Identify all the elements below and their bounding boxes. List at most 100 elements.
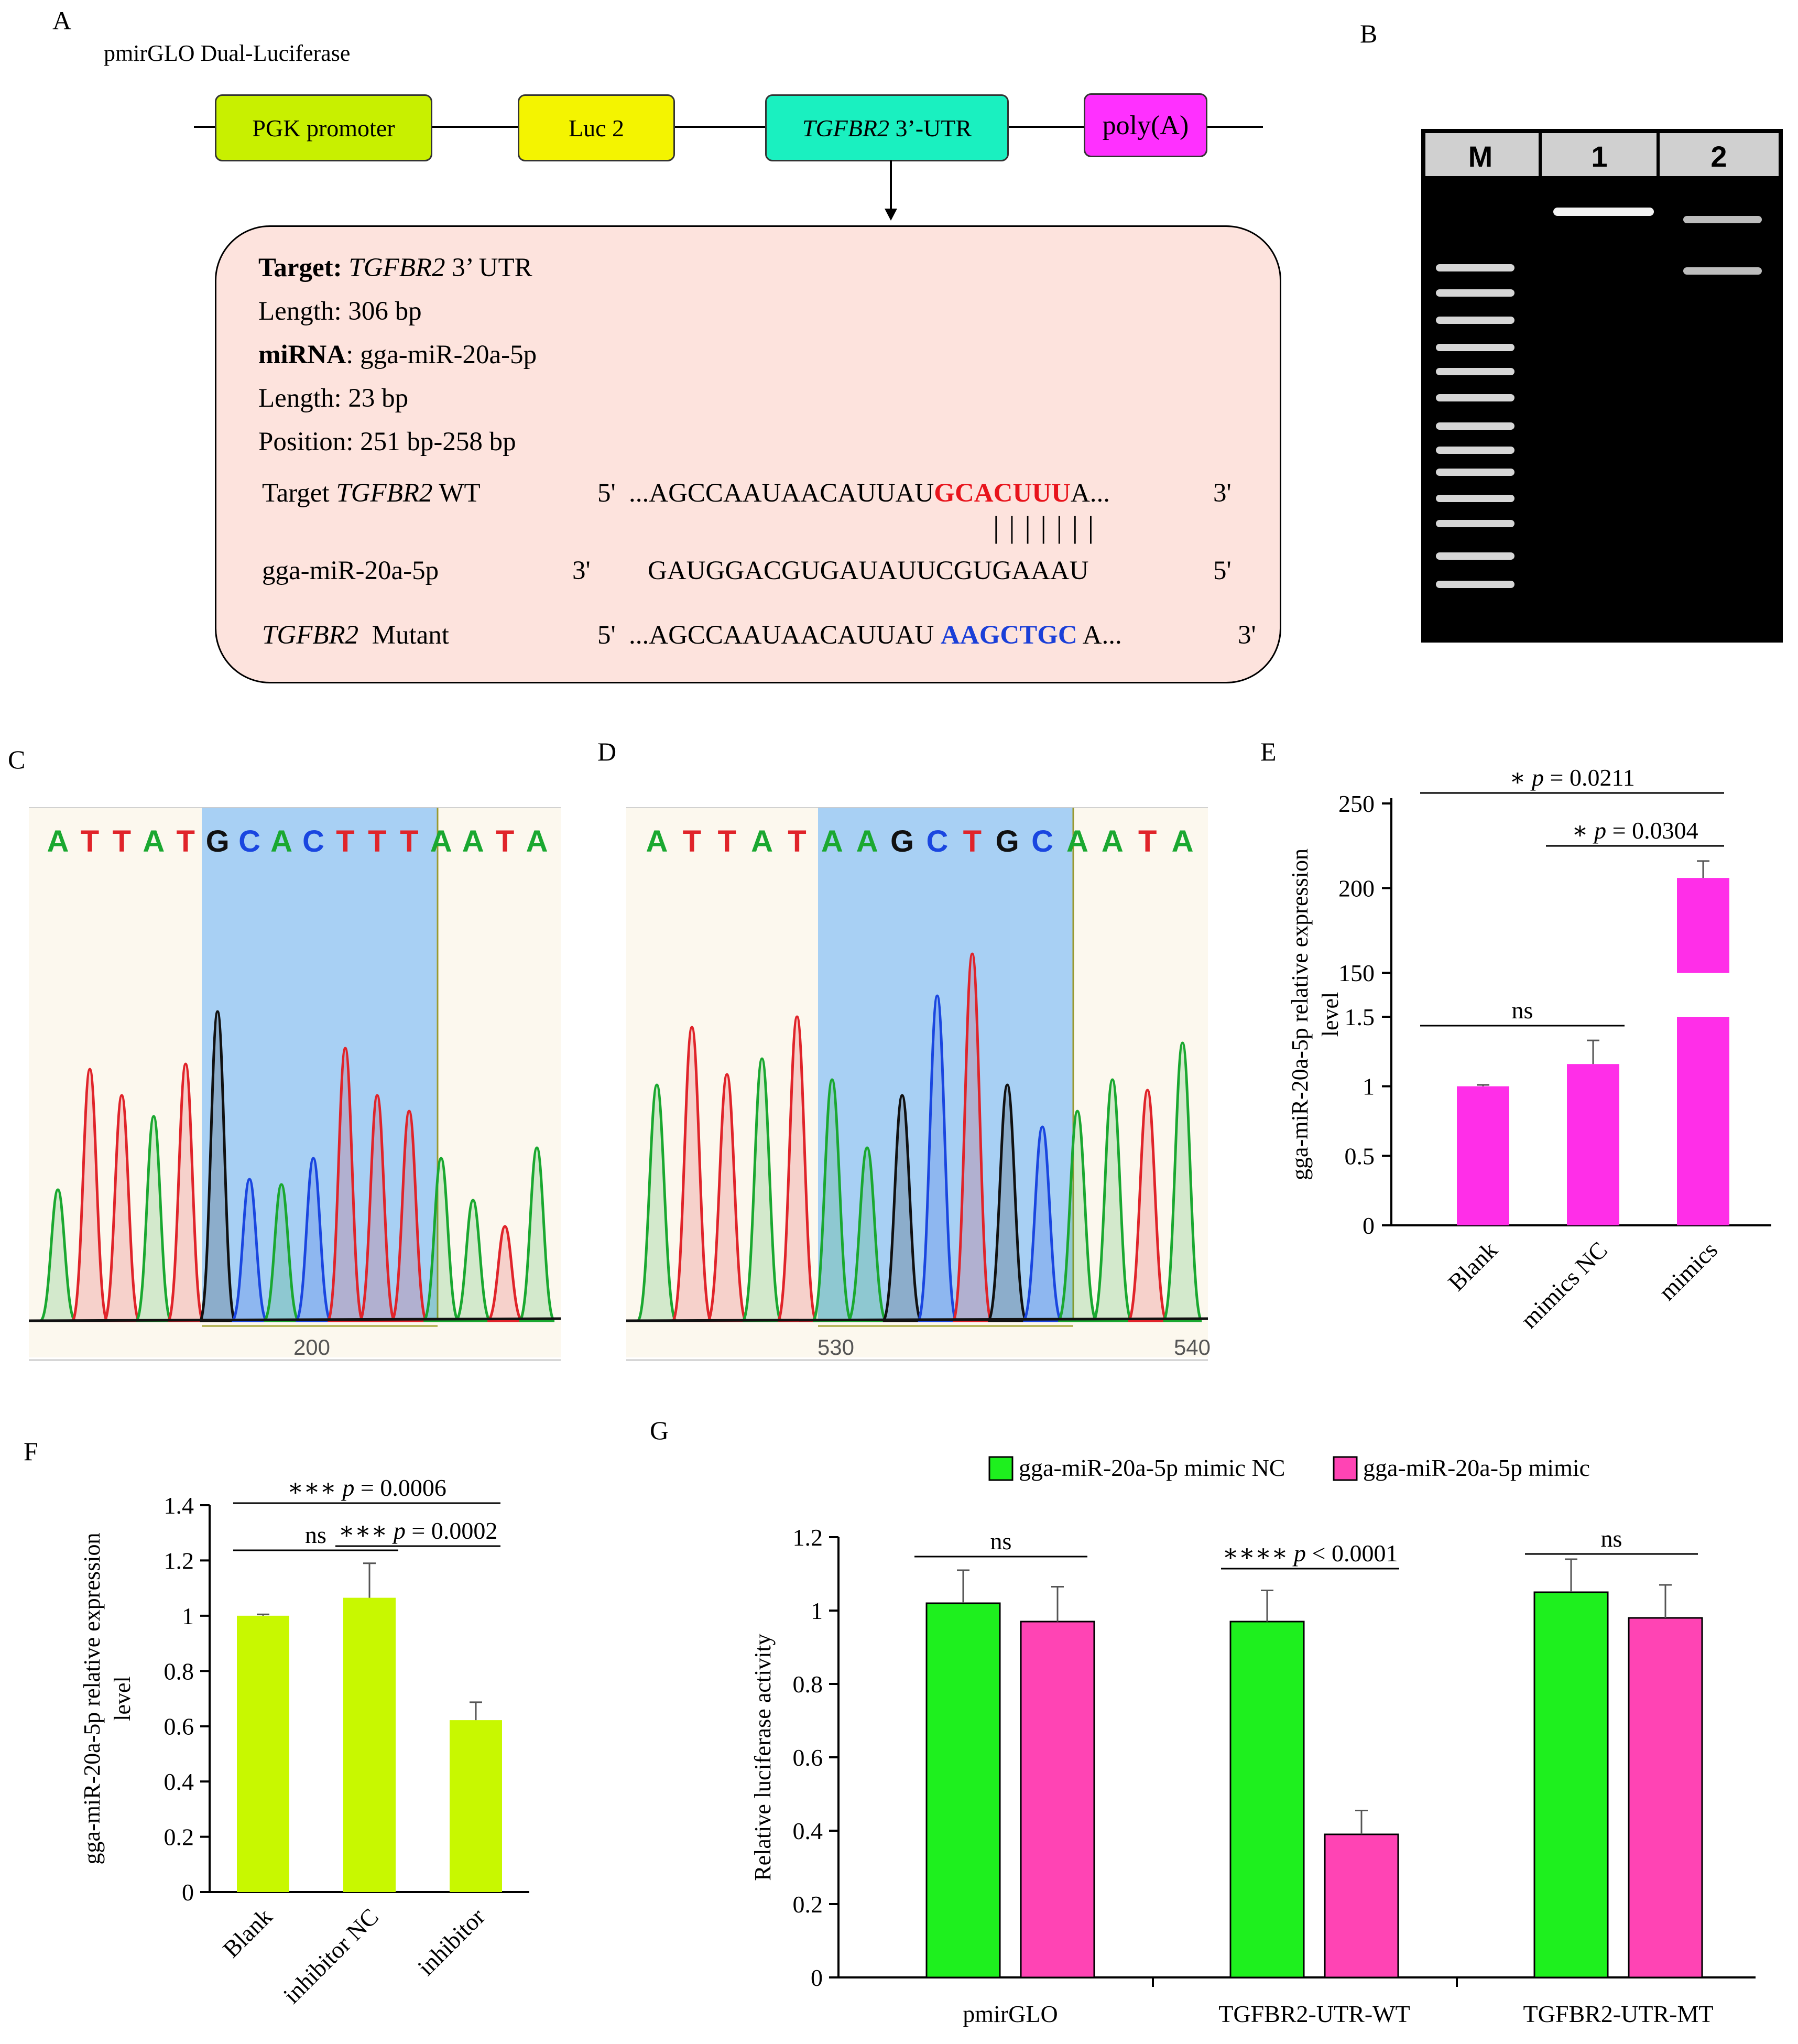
y-axis-label: gga-miR-20a-5p relative expression level — [1287, 849, 1343, 1180]
y-tick-label: 0.6 — [793, 1744, 823, 1771]
utr-label: 3’-UTR — [889, 114, 972, 142]
base-call: G — [206, 824, 230, 858]
base-call: T — [113, 824, 131, 858]
x-category-label: TGFBR2-UTR-MT — [1523, 2000, 1714, 2027]
vector-backbone — [194, 126, 1263, 128]
trace-peak — [636, 1083, 678, 1322]
position-tick: 540 — [1174, 1335, 1211, 1360]
gel-lane-1: 1 — [1591, 140, 1607, 173]
x-category-label: mimics — [1653, 1236, 1723, 1306]
base-call: A — [646, 824, 668, 858]
wt-three-prime: 3' — [1213, 479, 1232, 508]
trace-peak — [671, 1026, 713, 1322]
wt-sequence: ...AGCCAAUAACAUUAUGCACUUUA... — [629, 479, 1110, 508]
wt-five-prime: 5' — [597, 479, 616, 508]
base-pairing-lines: | | | | | | | — [993, 510, 1095, 544]
significance-label: ∗ p = 0.0304 — [1572, 817, 1698, 844]
y-tick-label: 0 — [1363, 1212, 1375, 1239]
base-call: A — [856, 824, 878, 858]
ladder-band — [1436, 495, 1514, 502]
base-call: G — [996, 824, 1019, 858]
base-call: A — [462, 824, 484, 858]
base-call: T — [963, 824, 982, 858]
trace-peak — [167, 1062, 205, 1322]
length-line-2: Length: 23 bp — [258, 384, 409, 413]
y-tick-label: 0.6 — [164, 1713, 194, 1740]
base-call: A — [526, 824, 548, 858]
lane1-band — [1553, 208, 1654, 216]
trace-peak — [1056, 1110, 1098, 1322]
ladder-band — [1436, 447, 1514, 454]
mirna-line: miRNA: gga-miR-20a-5p — [258, 340, 537, 369]
legend-swatch-mimic-nc — [988, 1456, 1014, 1481]
y-tick-label: 1.2 — [164, 1547, 194, 1574]
legend-label-mimic: gga-miR-20a-5p mimic — [1363, 1454, 1590, 1481]
trace-peak — [199, 1010, 237, 1322]
down-arrow — [885, 160, 897, 221]
trace-peak — [1092, 1078, 1134, 1322]
baseline-trace — [626, 1317, 1208, 1322]
y-tick-label: 200 — [1338, 875, 1375, 902]
trace-peak — [326, 1047, 364, 1322]
y-tick-label: 1.4 — [164, 1492, 194, 1519]
trace-peak — [811, 1078, 853, 1322]
bar — [1567, 1064, 1619, 1225]
trace-peak — [1162, 1041, 1203, 1322]
panel-label-g: G — [650, 1416, 669, 1445]
trace-peak — [295, 1157, 332, 1322]
lane2-band-lower — [1683, 267, 1762, 275]
trace-peak — [706, 1073, 748, 1322]
trace-peak — [135, 1115, 173, 1322]
base-call: G — [890, 824, 914, 858]
ladder-band — [1436, 422, 1514, 430]
ladder-band — [1436, 317, 1514, 324]
base-call: A — [270, 824, 292, 858]
base-call: A — [1102, 824, 1124, 858]
panel-label-f: F — [24, 1437, 38, 1466]
y-tick-label: 0.8 — [164, 1658, 194, 1684]
trace-peak — [518, 1146, 556, 1322]
y-tick-label: 150 — [1338, 960, 1375, 986]
mirna-row-label: gga-miR-20a-5p — [262, 556, 439, 585]
trace-peak — [231, 1178, 269, 1322]
y-tick-label: 250 — [1338, 790, 1375, 817]
y-tick-label: 0.4 — [793, 1818, 823, 1844]
y-tick-label: 0.4 — [164, 1768, 194, 1795]
trace-peak — [917, 994, 958, 1322]
trace-peak — [263, 1183, 300, 1322]
vector-title: pmirGLO Dual-Luciferase — [104, 40, 351, 66]
gel-lane-2: 2 — [1710, 140, 1727, 173]
bar — [1628, 1617, 1703, 1978]
trace-peak — [103, 1094, 141, 1322]
ladder-band — [1436, 344, 1514, 351]
panel-label-a: A — [52, 6, 72, 35]
gel-header — [1425, 133, 1779, 176]
trace-peak — [1127, 1089, 1168, 1322]
bar-upper-segment — [1677, 878, 1729, 973]
y-tick-label: 0.2 — [164, 1824, 194, 1851]
x-category-label: Blank — [217, 1903, 277, 1963]
base-call: A — [47, 824, 69, 858]
x-category-label: pmirGLO — [963, 2000, 1058, 2027]
mutant-row-label: TGFBR2 Mutant — [262, 621, 449, 650]
ladder-band — [1436, 552, 1514, 560]
pgk-promoter-label: PGK promoter — [252, 114, 395, 142]
position-tick: 200 — [293, 1335, 330, 1360]
base-call: T — [717, 824, 736, 858]
gel-image: M 1 2 — [1421, 129, 1783, 643]
y-tick-label: 1.5 — [1345, 1004, 1375, 1030]
base-call: C — [926, 824, 948, 858]
base-call: T — [788, 824, 806, 858]
y-tick-label: 0.2 — [793, 1891, 823, 1918]
position-tick: 530 — [818, 1335, 854, 1360]
significance-label: ns — [1601, 1525, 1622, 1552]
base-call: A — [1066, 824, 1088, 858]
ladder-band — [1436, 264, 1514, 271]
base-call: T — [683, 824, 701, 858]
ladder-band — [1436, 520, 1514, 527]
pgk-promoter-box: PGK promoter — [215, 94, 432, 161]
baseline-trace — [29, 1317, 561, 1322]
x-category-label: inhibitor NC — [278, 1903, 384, 2008]
ladder-band — [1436, 581, 1514, 588]
